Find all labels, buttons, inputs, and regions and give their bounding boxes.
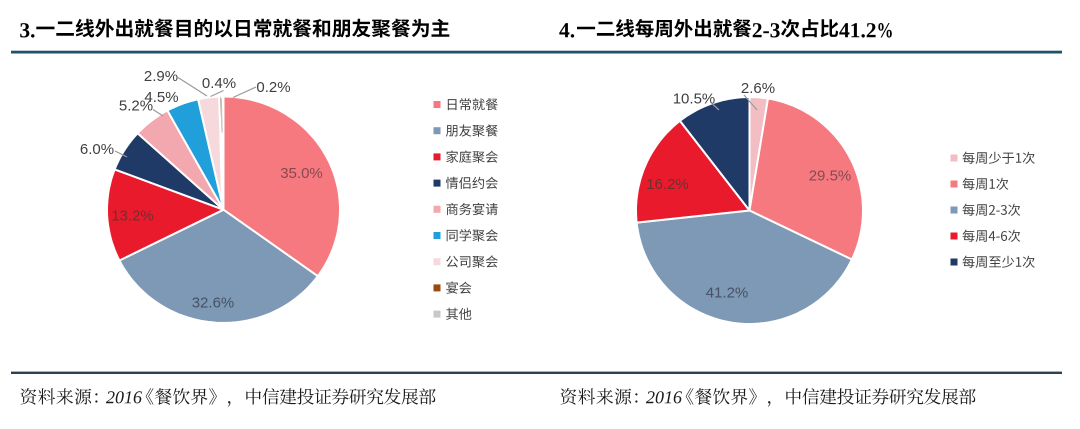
svg-text:29.5%: 29.5% — [809, 167, 852, 184]
svg-text:2.9%: 2.9% — [144, 68, 178, 85]
svg-text:6.0%: 6.0% — [80, 141, 114, 158]
svg-text:41.2%: 41.2% — [706, 284, 749, 301]
svg-text:16.2%: 16.2% — [646, 176, 689, 193]
svg-text:4.5%: 4.5% — [144, 89, 178, 106]
svg-text:10.5%: 10.5% — [673, 90, 716, 107]
svg-text:2.6%: 2.6% — [741, 80, 775, 97]
svg-text:0.4%: 0.4% — [202, 75, 236, 92]
svg-text:32.6%: 32.6% — [192, 294, 235, 311]
svg-text:13.2%: 13.2% — [111, 207, 154, 224]
svg-text:0.2%: 0.2% — [256, 79, 290, 96]
svg-text:35.0%: 35.0% — [280, 165, 323, 182]
svg-text:5.2%: 5.2% — [119, 97, 153, 114]
